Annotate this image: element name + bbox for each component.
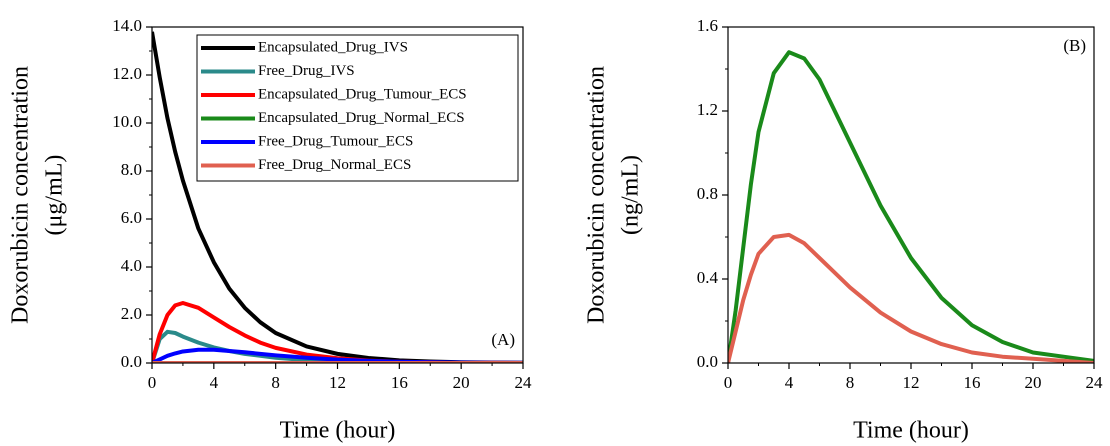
legend-label: Encapsulated_Drug_Tumour_ECS [258,86,467,102]
legend-box [196,34,519,182]
plot-frame [727,26,1095,364]
y-tick-label: 1.2 [697,100,718,119]
x-tick-label: 4 [785,373,794,392]
y-axis-label: Doxorubicin concentration [584,66,610,324]
series-line [728,50,1094,363]
x-tick-label: 8 [271,373,280,392]
y-tick-label: 4.0 [121,256,142,275]
x-tick-label: 24 [515,373,533,392]
x-tick-label: 24 [1086,373,1104,392]
y-tick-label: 1.6 [697,16,718,35]
panel-label: (B) [1063,36,1086,55]
y-tick-label: 8.0 [121,160,142,179]
x-tick-label: 16 [391,373,408,392]
y-tick-label: 2.0 [121,304,142,323]
y-tick-label: 0.0 [697,352,718,371]
legend-label: Encapsulated_Drug_IVS [258,39,408,55]
x-axis-label: Time (hour) [280,418,396,444]
x-tick-label: 20 [1025,373,1042,392]
x-tick-label: 16 [964,373,981,392]
y-axis-label: Doxorubicin concentration [8,66,34,324]
y-tick-label: 10.0 [112,112,142,131]
x-tick-label: 4 [210,373,219,392]
y-tick-label: 0.8 [697,184,718,203]
y-tick-label: 0.4 [697,268,719,287]
x-axis-label: Time (hour) [853,418,969,444]
y-axis-label: (ng/mL) [618,155,644,235]
y-tick-label: 6.0 [121,208,142,227]
x-tick-label: 12 [329,373,346,392]
x-tick-label: 0 [724,373,733,392]
legend-label: Free_Drug_IVS [258,63,355,79]
x-tick-label: 0 [148,373,157,392]
plot-frame [151,26,524,364]
panel-label: (A) [491,330,515,349]
series-line [728,232,1094,363]
x-tick-label: 8 [846,373,855,392]
y-axis-label: (μg/mL) [42,155,68,236]
y-tick-label: 14.0 [112,16,142,35]
legend-label: Free_Drug_Tumour_ECS [258,133,413,149]
x-tick-label: 12 [903,373,920,392]
legend-label: Free_Drug_Normal_ECS [258,157,411,173]
x-tick-label: 20 [453,373,470,392]
legend-label: Encapsulated_Drug_Normal_ECS [258,110,465,126]
y-tick-label: 12.0 [112,64,142,83]
y-tick-label: 0.0 [121,352,142,371]
